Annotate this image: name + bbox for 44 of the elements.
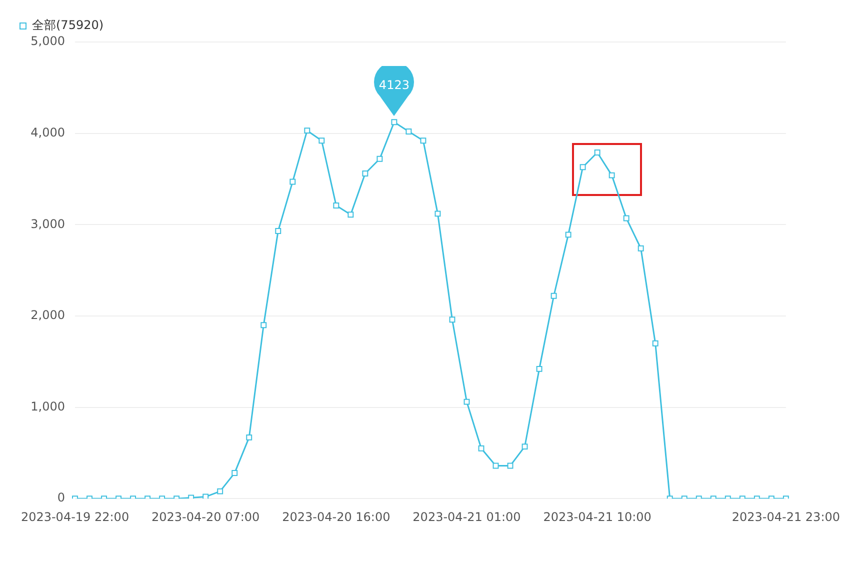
y-tick-label: 5,000 [30, 34, 65, 48]
point [478, 445, 484, 452]
point [608, 172, 615, 178]
point [449, 316, 456, 323]
point [260, 322, 267, 328]
point [318, 138, 325, 144]
x-tick-label: 2023-04-21 23:00 [732, 510, 840, 524]
point [594, 150, 600, 156]
point [420, 138, 426, 144]
point [565, 232, 572, 238]
point [275, 228, 282, 234]
point [217, 488, 224, 494]
x-tick-label: 2023-04-21 10:00 [543, 510, 652, 524]
point [434, 210, 441, 217]
legend-label: 全部(75920) [32, 18, 104, 32]
x-tick-label: 2023-04-21 01:00 [412, 510, 521, 524]
point [246, 434, 252, 440]
y-tick-label: 1,000 [30, 399, 65, 414]
point [202, 494, 209, 499]
point [348, 212, 354, 218]
x-tick-label: 2023-04-19 22:00 [20, 510, 130, 524]
point [376, 156, 383, 162]
point [652, 340, 658, 346]
point [536, 366, 542, 372]
point [333, 202, 340, 208]
point [638, 245, 644, 252]
point [304, 128, 310, 134]
point [580, 164, 586, 170]
y-tick-label: 3,000 [30, 216, 65, 231]
point [290, 178, 296, 185]
y-tick-label: 4,000 [30, 125, 65, 140]
point [406, 128, 412, 134]
point [464, 398, 470, 405]
y-tick-label: 2,000 [30, 308, 65, 322]
point [362, 170, 368, 176]
point [550, 292, 557, 299]
point [232, 470, 238, 476]
data-label: 4123 [378, 78, 410, 92]
x-tick-label: 2023-04-20 16:00 [282, 510, 390, 524]
point [391, 119, 398, 126]
x-tick-label: 2023-04-20 07:00 [152, 510, 260, 524]
point [522, 444, 528, 450]
point [623, 215, 630, 222]
y-tick-label: 0 [57, 490, 65, 505]
